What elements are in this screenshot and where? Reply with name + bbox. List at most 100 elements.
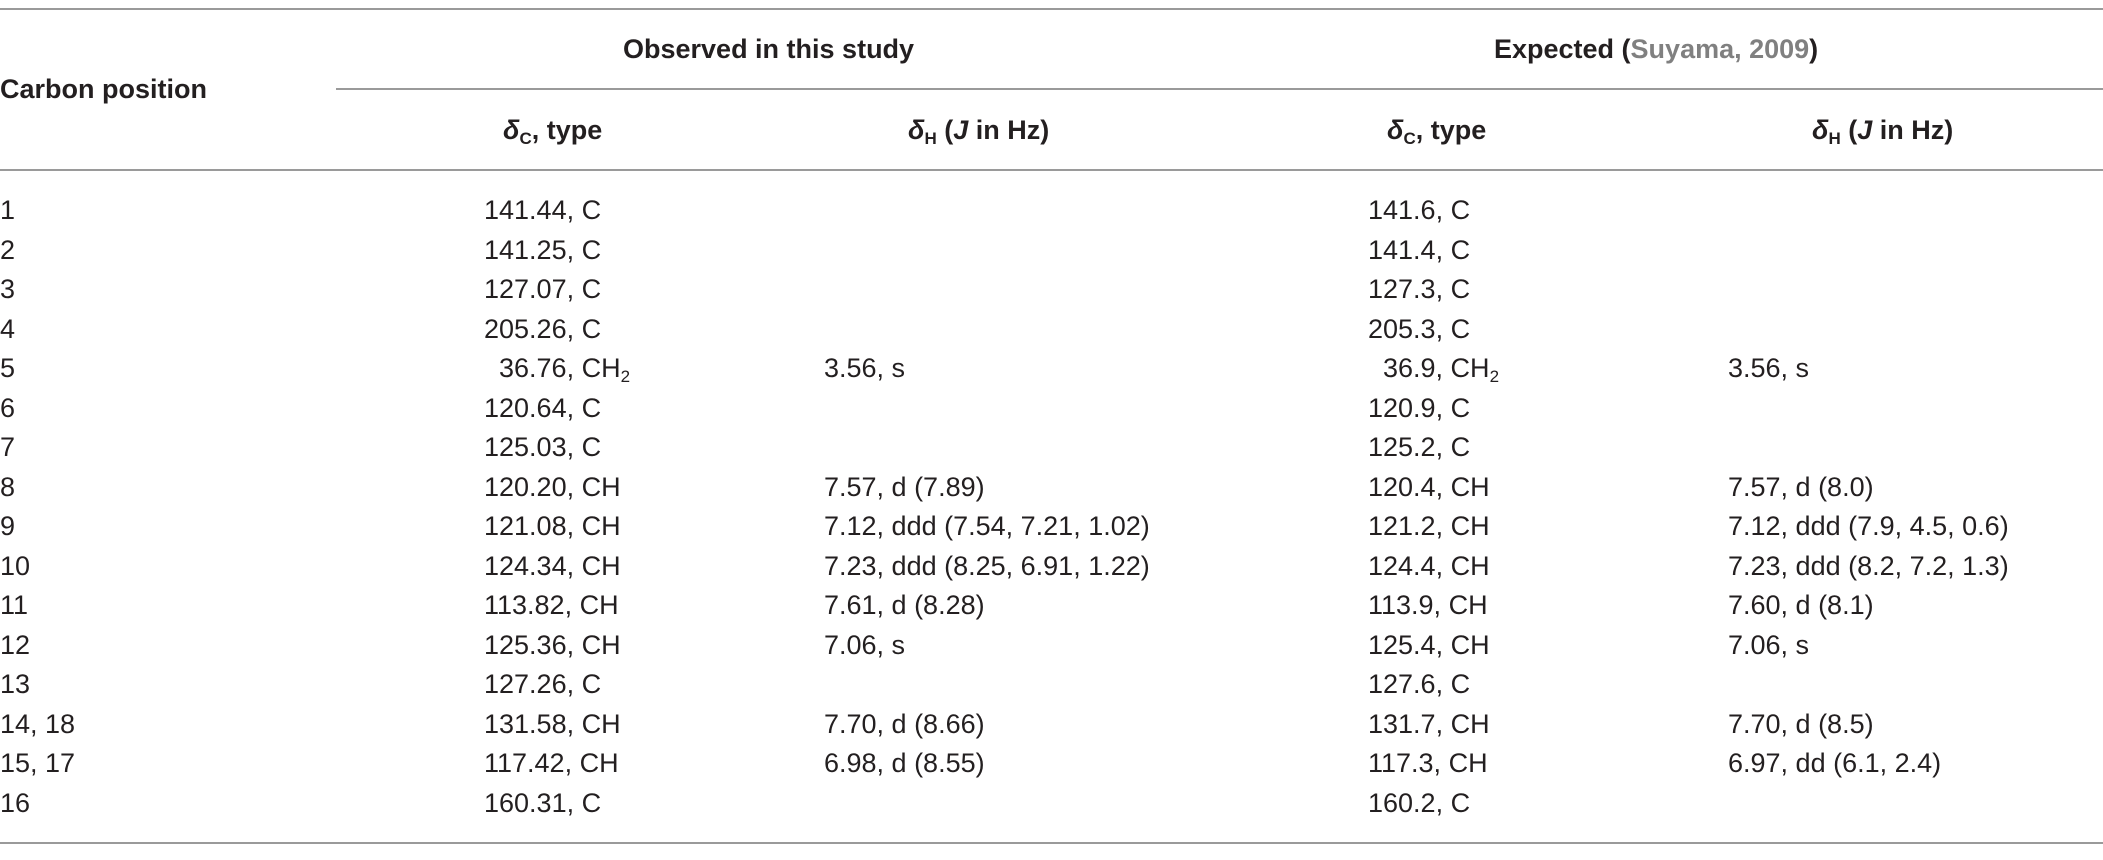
expected-delta-c: 125.4, CH (1368, 630, 1490, 660)
table-row: 11 113.82, CH 7.61, d (8.28) 113.9, CH 7.60,… (0, 590, 2103, 630)
observed-delta-c: 117.42, CH (484, 748, 619, 778)
observed-delta-c: 141.44, C (484, 195, 602, 225)
observed-delta-h: 7.70, d (8.66) (824, 709, 985, 739)
observed-delta-c: 127.07, C (484, 274, 602, 304)
expected-delta-c-header: δC, type (1387, 115, 1487, 148)
j-close: in Hz) (1872, 115, 1954, 145)
carbon-position: 1 (0, 195, 16, 225)
table-bottom-rule (0, 842, 2103, 844)
carbon-position: 7 (0, 432, 16, 462)
observed-delta-c: 131.58, CH (484, 709, 621, 739)
table-row: 4 205.26, C 205.3, C (0, 314, 2103, 354)
observed-delta-c: 36.76, CH2 (484, 353, 631, 386)
citation-link[interactable]: Suyama, 2009 (1630, 34, 1810, 64)
delta-symbol: δ (1812, 115, 1829, 145)
observed-delta-c: 160.31, C (484, 788, 602, 818)
table-row: 12 125.36, CH 7.06, s 125.4, CH 7.06, s (0, 630, 2103, 670)
expected-delta-c: 120.4, CH (1368, 472, 1490, 502)
expected-delta-c: 117.3, CH (1368, 748, 1488, 778)
table-row: 10 124.34, CH 7.23, ddd (8.25, 6.91, 1.22)… (0, 551, 2103, 591)
table-row: 1 141.44, C 141.6, C (0, 195, 2103, 235)
expected-delta-h: 7.23, ddd (8.2, 7.2, 1.3) (1728, 551, 2009, 581)
carbon-position: 5 (0, 353, 16, 383)
expected-delta-c: 124.4, CH (1368, 551, 1490, 581)
type-label: , type (531, 115, 603, 145)
type-label: , type (1415, 115, 1487, 145)
carbon-position: 8 (0, 472, 16, 502)
carbon-position: 14, 18 (0, 709, 76, 739)
table-row: 2 141.25, C 141.4, C (0, 235, 2103, 275)
expected-delta-h: 7.57, d (8.0) (1728, 472, 1874, 502)
carbon-position: 11 (0, 590, 29, 620)
carbon-position: 10 (0, 551, 31, 581)
carbon-position: 9 (0, 511, 16, 541)
expected-delta-c: 127.3, C (1368, 274, 1471, 304)
expected-delta-h: 3.56, s (1728, 353, 1810, 383)
table-row: 15, 17 117.42, CH 6.98, d (8.55) 117.3, CH 6… (0, 748, 2103, 788)
observed-delta-c: 205.26, C (484, 314, 602, 344)
delta-symbol: δ (908, 115, 925, 145)
carbon-position: 2 (0, 235, 16, 265)
expected-delta-h-header: δH (J in Hz) (1812, 115, 1954, 148)
expected-delta-c: 125.2, C (1368, 432, 1471, 462)
carbon-position: 4 (0, 314, 16, 344)
j-close: in Hz) (968, 115, 1050, 145)
expected-delta-h: 6.97, dd (6.1, 2.4) (1728, 748, 1942, 778)
delta-subscript: C (1403, 129, 1416, 148)
observed-delta-c: 125.03, C (484, 432, 602, 462)
delta-symbol: δ (1387, 115, 1404, 145)
j-open: ( (936, 115, 954, 145)
expected-delta-h: 7.12, ddd (7.9, 4.5, 0.6) (1728, 511, 2009, 541)
observed-delta-h-header: δH (J in Hz) (908, 115, 1050, 147)
carbon-position: 3 (0, 274, 16, 304)
table-row: 13 127.26, C 127.6, C (0, 669, 2103, 709)
expected-delta-c: 160.2, C (1368, 788, 1471, 818)
observed-delta-c: 113.82, CH (484, 590, 619, 620)
delta-subscript: C (519, 129, 532, 148)
observed-delta-h: 7.61, d (8.28) (824, 590, 985, 620)
expected-prefix: Expected ( (1494, 34, 1631, 64)
observed-delta-c: 124.34, CH (484, 551, 621, 581)
observed-delta-c: 121.08, CH (484, 511, 621, 541)
observed-delta-h: 7.57, d (7.89) (824, 472, 985, 502)
carbon-position: 15, 17 (0, 748, 76, 778)
expected-delta-c: 113.9, CH (1368, 590, 1488, 620)
observed-delta-c: 141.25, C (484, 235, 602, 265)
table-row: 16 160.31, C 160.2, C (0, 788, 2103, 828)
delta-subscript: H (1828, 129, 1841, 148)
observed-delta-h: 3.56, s (824, 353, 906, 383)
observed-delta-c: 120.64, C (484, 393, 602, 423)
observed-delta-h: 6.98, d (8.55) (824, 748, 985, 778)
header-bottom-rule (0, 169, 2103, 171)
expected-delta-c: 131.7, CH (1368, 709, 1490, 739)
observed-delta-c: 125.36, CH (484, 630, 621, 660)
table-row: 5 36.76, CH2 3.56, s 36.9, CH2 3.56, s (0, 353, 2103, 393)
carbon-position-header: Carbon position (0, 74, 207, 104)
observed-delta-c: 127.26, C (484, 669, 602, 699)
expected-delta-c: 120.9, C (1368, 393, 1471, 423)
expected-suffix: ) (1809, 34, 1819, 64)
carbon-position: 13 (0, 669, 31, 699)
table-row: 7 125.03, C 125.2, C (0, 432, 2103, 472)
carbon-position: 12 (0, 630, 31, 660)
observed-delta-c-header: δC, type (503, 115, 603, 148)
delta-symbol: δ (503, 115, 520, 145)
observed-delta-h: 7.23, ddd (8.25, 6.91, 1.22) (824, 551, 1150, 581)
j-open: ( (1840, 115, 1858, 145)
group-header-rule (336, 88, 2103, 90)
expected-delta-c: 205.3, C (1368, 314, 1471, 344)
j-label: J (1857, 115, 1873, 145)
observed-delta-c: 120.20, CH (484, 472, 621, 502)
expected-delta-c: 121.2, CH (1368, 511, 1490, 541)
table-top-rule (0, 8, 2103, 10)
j-label: J (953, 115, 969, 145)
expected-delta-h: 7.06, s (1728, 630, 1810, 660)
table-row: 3 127.07, C 127.3, C (0, 274, 2103, 314)
expected-delta-h: 7.70, d (8.5) (1728, 709, 1874, 739)
observed-delta-h: 7.06, s (824, 630, 906, 660)
table-row: 6 120.64, C 120.9, C (0, 393, 2103, 433)
observed-group-header: Observed in this study (623, 34, 915, 64)
table-row: 8 120.20, CH 7.57, d (7.89) 120.4, CH 7.57, … (0, 472, 2103, 512)
expected-delta-c: 36.9, CH2 (1368, 353, 1500, 386)
table-row: 14, 18 131.58, CH 7.70, d (8.66) 131.7, CH 7… (0, 709, 2103, 749)
